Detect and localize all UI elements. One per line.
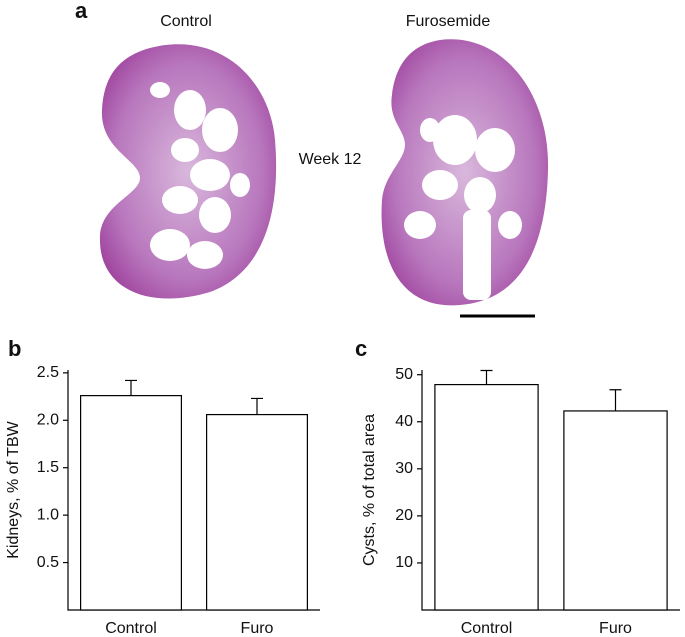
panel-label: b <box>8 336 21 361</box>
error-bar <box>125 379 137 396</box>
kidney-image <box>99 44 277 299</box>
x-tick-label: Furo <box>599 620 632 637</box>
bar <box>79 395 183 611</box>
x-tick-label: Control <box>461 620 513 637</box>
x-tick-label: Furo <box>241 620 274 637</box>
y-tick-label: 10 <box>395 554 413 571</box>
y-tick-label: 40 <box>395 413 413 430</box>
kidney-image <box>381 39 549 306</box>
y-tick-label: 1.5 <box>37 459 59 476</box>
y-tick-label: 1.0 <box>37 506 59 523</box>
panel-label: c <box>355 336 367 361</box>
y-tick-label: 2.0 <box>37 411 59 428</box>
y-axis-label: Kidneys, % of TBW <box>5 420 22 558</box>
bar <box>563 410 668 611</box>
error-bar <box>251 397 263 415</box>
image-title: Control <box>160 13 212 30</box>
bar <box>206 413 309 611</box>
y-tick-label: 2.5 <box>37 364 59 381</box>
y-tick-label: 0.5 <box>37 554 59 571</box>
image-title: Furosemide <box>406 13 491 30</box>
error-bar <box>480 369 493 385</box>
x-tick-label: Control <box>105 620 157 637</box>
y-tick-label: 50 <box>395 366 413 383</box>
annotation: Week 12 <box>299 151 362 168</box>
panel-label: a <box>75 0 88 23</box>
error-bar <box>609 389 622 411</box>
y-axis-label: Cysts, % of total area <box>361 414 378 566</box>
y-tick-label: 30 <box>395 460 413 477</box>
bar <box>434 383 539 611</box>
y-tick-label: 20 <box>395 507 413 524</box>
